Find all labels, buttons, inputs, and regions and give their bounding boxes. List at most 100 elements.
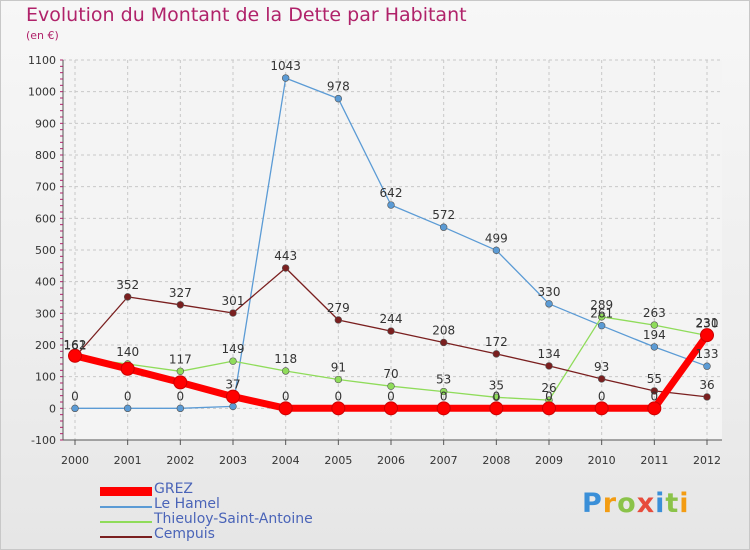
legend-swatch: [100, 535, 152, 538]
data-point: [331, 401, 346, 416]
data-point: [387, 327, 395, 335]
data-label: 55: [647, 372, 662, 386]
y-tick-label: 1000: [28, 86, 56, 99]
y-tick-label: 800: [35, 149, 56, 162]
x-tick-label: 2005: [324, 454, 352, 467]
data-point: [226, 389, 240, 404]
data-point: [439, 223, 448, 231]
y-tick-label: 500: [35, 244, 56, 257]
data-point: [594, 401, 609, 416]
data-label: 642: [380, 186, 403, 200]
data-label: 263: [643, 306, 666, 320]
data-label: 327: [169, 286, 192, 300]
data-label: 231: [696, 316, 719, 330]
data-point: [597, 321, 606, 330]
data-label: 91: [331, 361, 346, 375]
data-point: [492, 393, 501, 401]
y-tick-label: 400: [35, 276, 56, 289]
legend-swatch: [100, 505, 152, 508]
data-point: [334, 375, 343, 384]
y-tick-label: 1100: [28, 54, 56, 67]
data-point: [229, 309, 237, 317]
data-point: [384, 401, 398, 416]
chart-title: Evolution du Montant de la Dette par Hab…: [26, 4, 467, 26]
data-label: 208: [432, 323, 455, 337]
legend-label: GREZ: [154, 481, 194, 497]
data-label: 978: [327, 80, 350, 94]
x-tick-label: 2011: [640, 454, 668, 467]
data-label: 244: [380, 312, 403, 326]
x-tick-label: 2010: [588, 454, 616, 467]
data-label: 330: [538, 285, 561, 299]
data-point: [281, 74, 290, 82]
logo-letter: t: [665, 488, 680, 519]
data-label: 0: [282, 389, 290, 403]
data-point: [650, 387, 659, 395]
data-label: 0: [598, 389, 606, 403]
data-label: 0: [387, 389, 395, 403]
data-point: [281, 367, 290, 375]
x-tick-label: 2000: [61, 454, 89, 467]
data-point: [545, 300, 553, 308]
data-label: 572: [432, 208, 455, 222]
y-tick-label: 0: [49, 402, 56, 415]
data-label: 172: [485, 335, 508, 349]
data-label: 289: [590, 298, 613, 312]
x-tick-label: 2012: [693, 454, 721, 467]
y-tick-label: 600: [35, 212, 56, 225]
data-label: 1043: [270, 59, 301, 73]
data-label: 53: [436, 373, 451, 387]
data-label: 0: [493, 389, 501, 403]
data-label: 118: [274, 352, 297, 366]
data-point: [436, 401, 451, 416]
x-tick-label: 2007: [430, 454, 458, 467]
data-point: [123, 404, 132, 413]
data-label: 161: [64, 338, 87, 352]
x-tick-label: 2004: [272, 454, 300, 467]
x-tick-label: 2002: [166, 454, 194, 467]
legend-label: Thieuloy-Saint-Antoine: [154, 511, 313, 527]
data-point: [545, 362, 553, 370]
data-point: [387, 382, 395, 390]
logo-letter: i: [679, 488, 690, 519]
data-point: [334, 94, 343, 103]
data-point: [387, 201, 395, 209]
data-label: 443: [274, 249, 297, 263]
data-label: 279: [327, 301, 350, 315]
data-label: 134: [538, 347, 561, 361]
data-label: 140: [116, 345, 139, 359]
data-point: [176, 301, 185, 309]
data-point: [700, 328, 714, 343]
data-point: [597, 313, 606, 321]
data-point: [229, 357, 237, 365]
y-tick-label: 900: [35, 117, 56, 130]
data-point: [492, 246, 501, 255]
data-point: [647, 401, 662, 416]
legend-label: Cempuis: [154, 526, 215, 542]
logo-letter: x: [636, 488, 656, 519]
data-point: [68, 348, 82, 363]
logo-letter: P: [582, 488, 603, 519]
data-label: 0: [71, 389, 79, 403]
legend-swatch: [100, 520, 152, 523]
y-tick-label: 100: [35, 371, 56, 384]
data-label: 499: [485, 231, 508, 245]
data-label: 37: [225, 378, 240, 392]
data-point: [650, 343, 659, 351]
data-label: 230: [696, 317, 719, 331]
data-label: 0: [545, 389, 553, 403]
data-label: 0: [440, 389, 448, 403]
x-tick-label: 2008: [482, 454, 510, 467]
x-tick-label: 2001: [114, 454, 142, 467]
data-label: 70: [383, 367, 398, 381]
data-label: 35: [489, 378, 504, 392]
data-label: 261: [590, 307, 613, 321]
y-tick-label: 200: [35, 339, 56, 352]
data-point: [334, 316, 343, 324]
data-point: [703, 393, 711, 401]
y-tick-label: -100: [31, 434, 56, 447]
data-point: [123, 293, 132, 301]
data-point: [489, 401, 504, 416]
data-label: 0: [124, 389, 132, 403]
